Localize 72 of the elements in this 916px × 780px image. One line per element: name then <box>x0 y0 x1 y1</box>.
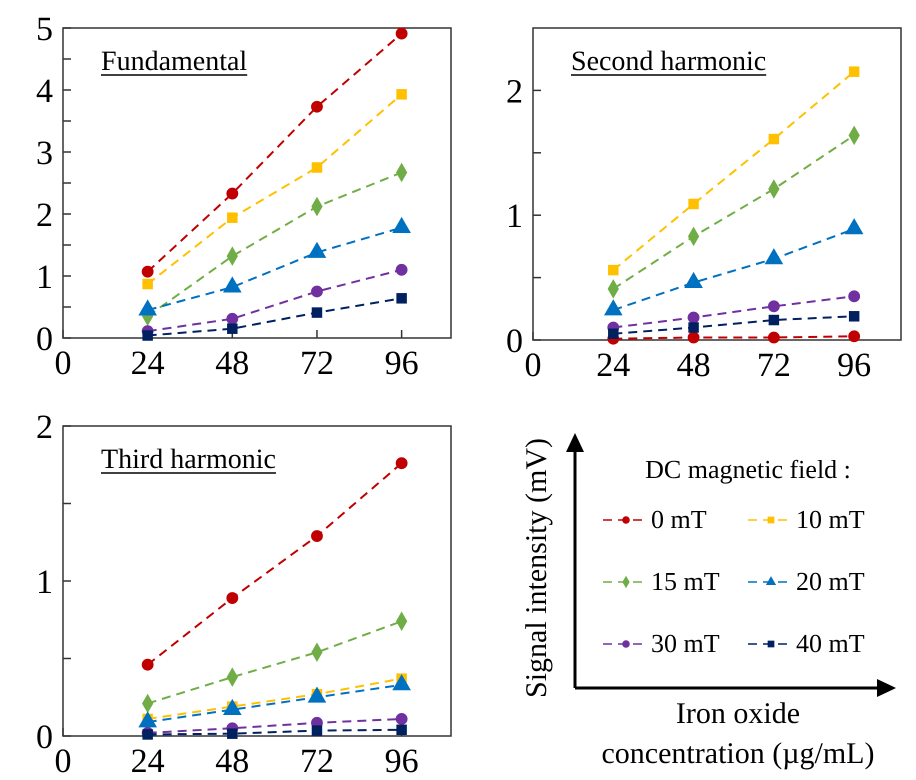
y-tick-label: 2 <box>506 73 523 110</box>
point <box>312 725 322 736</box>
point <box>142 278 153 290</box>
legend-label: 15 mT <box>651 567 720 596</box>
x-tick-label: 48 <box>215 743 250 780</box>
text: Second harmonic <box>571 46 766 77</box>
point <box>396 713 408 725</box>
point <box>608 264 619 276</box>
point <box>848 290 860 302</box>
point <box>311 100 323 113</box>
point <box>311 286 323 298</box>
x-tick-label: 24 <box>596 347 630 384</box>
x-tick-label: 24 <box>130 743 165 780</box>
x-tick-label: 72 <box>300 345 334 382</box>
point <box>226 312 238 325</box>
x-axis-title: Iron oxide concentration (µg/mL) <box>601 697 875 770</box>
legend-label: 0 mT <box>651 505 707 534</box>
x-tick-label: 96 <box>837 347 872 384</box>
y-tick-label: 0 <box>36 320 53 358</box>
point <box>688 312 700 324</box>
point <box>688 332 700 344</box>
y-tick-label: 2 <box>36 408 53 446</box>
point <box>396 724 407 736</box>
point <box>227 323 238 334</box>
point <box>768 314 780 326</box>
y-tick-label: 1 <box>506 198 523 236</box>
point <box>312 307 322 318</box>
y-axis-title: Signal intensity (mV) <box>520 438 553 698</box>
point <box>396 457 408 470</box>
point <box>226 188 238 200</box>
y-tick-label: 3 <box>36 134 53 172</box>
x-tick-label: 96 <box>384 743 419 780</box>
y-tick-label: 2 <box>36 196 53 234</box>
x-tick-label: 96 <box>384 345 419 382</box>
point <box>227 212 238 223</box>
point <box>848 66 860 77</box>
point <box>226 592 238 604</box>
y-tick-label: 1 <box>36 564 53 601</box>
y-tick-label: 4 <box>36 72 53 110</box>
point <box>396 293 407 304</box>
y-tick-label: 5 <box>36 10 53 48</box>
text: Fundamental <box>101 46 248 77</box>
legend-label: 30 mT <box>651 629 720 658</box>
point <box>396 89 407 100</box>
x-tick-label: 48 <box>676 347 711 384</box>
point <box>142 266 154 278</box>
point <box>848 330 860 342</box>
point <box>396 264 408 276</box>
y-tick-label: 1 <box>36 258 53 296</box>
text: Third harmonic <box>101 444 276 475</box>
x-tick-label: 48 <box>215 345 250 382</box>
point <box>688 198 699 210</box>
point <box>688 322 699 333</box>
point <box>768 134 780 144</box>
x-tick-label: 72 <box>300 743 334 780</box>
point <box>848 311 860 322</box>
x-tick-label: 72 <box>756 347 791 384</box>
legend-label: 20 mT <box>796 567 865 596</box>
point <box>312 162 322 173</box>
point <box>768 300 780 312</box>
point <box>142 658 154 671</box>
point <box>227 728 238 739</box>
point <box>608 328 619 340</box>
legend-label: 10 mT <box>796 505 865 534</box>
point <box>311 530 323 542</box>
legend-title: DC magnetic field : <box>645 455 851 484</box>
y-tick-label: 0 <box>36 718 53 756</box>
x-tick-label: 24 <box>130 345 165 382</box>
point <box>396 28 408 40</box>
point <box>142 330 153 341</box>
legend-label: 40 mT <box>796 629 865 658</box>
point <box>768 332 780 344</box>
